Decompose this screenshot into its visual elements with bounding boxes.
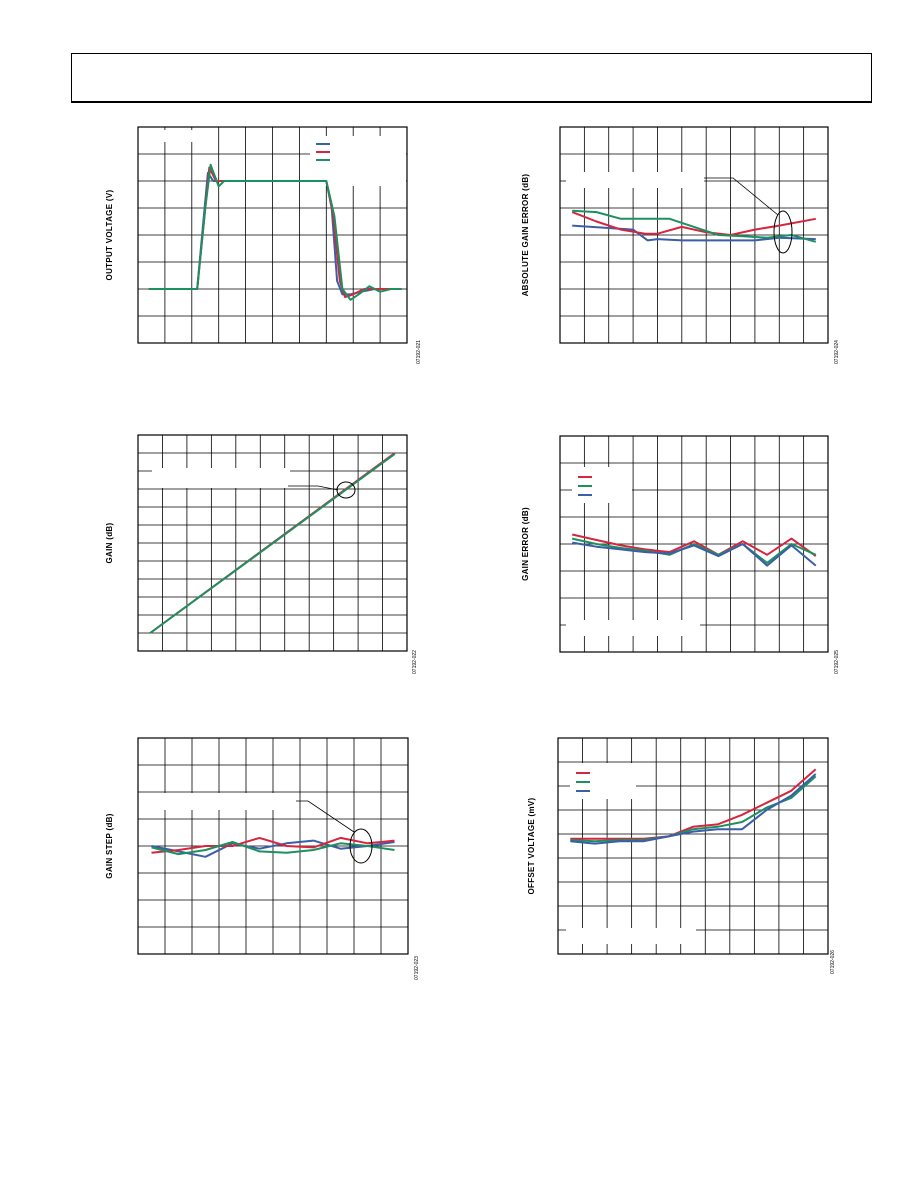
annotation-box xyxy=(150,793,296,810)
series-line-3 xyxy=(570,773,817,845)
series-line-3 xyxy=(572,209,817,243)
series-line-3 xyxy=(151,841,395,856)
series-line-2 xyxy=(151,836,395,854)
series-line-2 xyxy=(571,537,817,564)
series-line-1 xyxy=(571,533,817,557)
series-line-1 xyxy=(570,768,817,840)
chart-c4: GAIN ERROR (dB) 07192-025 xyxy=(521,435,840,674)
y-axis-label: GAIN ERROR (dB) xyxy=(521,507,530,581)
y-axis-label: OFFSET VOLTAGE (mV) xyxy=(527,797,536,894)
annotation-leader xyxy=(288,485,339,491)
annotation-leader xyxy=(704,177,779,216)
series-line-3 xyxy=(148,163,402,301)
annotation-ellipse xyxy=(349,828,373,864)
figure-id: 07192-022 xyxy=(412,650,418,674)
y-axis-label: GAIN (dB) xyxy=(105,523,114,564)
figure-id: 07192-021 xyxy=(416,340,422,364)
annotation-box xyxy=(566,172,704,188)
plot-frame xyxy=(137,434,408,652)
annotation-box xyxy=(566,928,696,944)
chart-c1: OUTPUT VOLTAGE (V) 07192-021 xyxy=(105,126,422,364)
series-line-1 xyxy=(572,224,816,242)
annotation-leader xyxy=(296,800,355,833)
series-line-2 xyxy=(571,211,816,236)
figure-id: 07192-026 xyxy=(830,950,836,974)
series-line-1 xyxy=(148,171,402,296)
plot-frame xyxy=(559,435,829,653)
series-line-2 xyxy=(148,166,402,299)
annotation-box xyxy=(566,620,700,636)
figure-id: 07192-025 xyxy=(834,650,840,674)
plot-frame xyxy=(137,126,408,344)
y-axis-label: GAIN STEP (dB) xyxy=(105,813,114,878)
series-line-2 xyxy=(149,453,396,634)
annotation-ellipse xyxy=(773,210,793,254)
annotation-box xyxy=(152,468,290,488)
chart-c6: OFFSET VOLTAGE (mV) 07192-026 xyxy=(527,737,836,974)
y-axis-label: OUTPUT VOLTAGE (V) xyxy=(105,190,114,281)
plot-frame xyxy=(559,126,829,344)
page-header-box xyxy=(71,53,872,103)
series-line-1 xyxy=(151,839,395,858)
annotation-box xyxy=(150,130,210,142)
chart-c3: GAIN (dB) 07192-022 xyxy=(105,434,418,674)
chart-c2: ABSOLUTE GAIN ERROR (dB) 07192-024 xyxy=(521,126,840,364)
chart-c5: GAIN STEP (dB) 07192-023 xyxy=(105,737,420,980)
series-line-3 xyxy=(572,541,817,567)
plot-frame xyxy=(137,737,409,955)
plot-frame xyxy=(557,737,829,955)
figure-id: 07192-023 xyxy=(414,956,420,980)
y-axis-label: ABSOLUTE GAIN ERROR (dB) xyxy=(521,174,530,297)
figure-id: 07192-024 xyxy=(834,340,840,364)
